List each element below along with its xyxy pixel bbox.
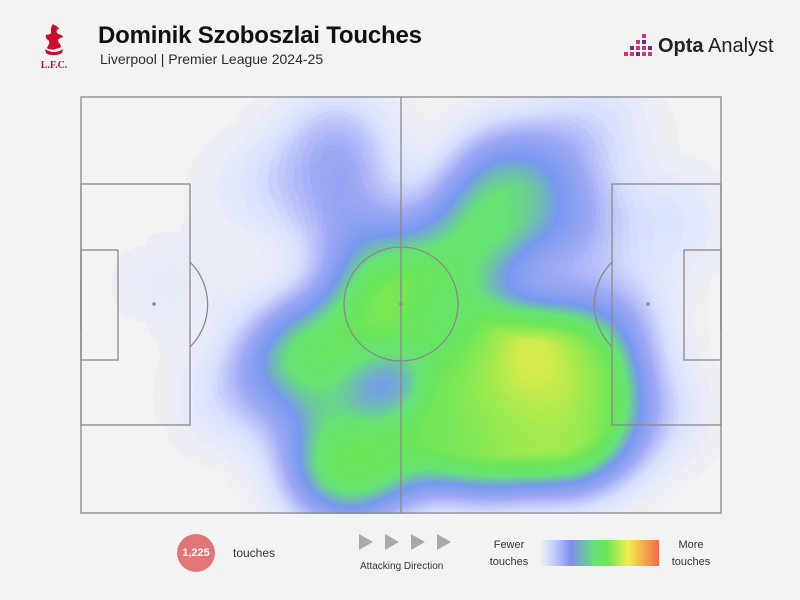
heat-hotspot <box>554 279 659 373</box>
attacking-direction-arrows-icon <box>359 534 451 550</box>
heat-hotspot <box>387 377 505 483</box>
left-penalty-spot <box>152 302 156 306</box>
heat-hotspot <box>596 366 694 453</box>
chart-subtitle: Liverpool | Premier League 2024-25 <box>100 51 324 67</box>
scale-low-label: Fewer touches <box>486 537 532 571</box>
left-penalty-arc <box>189 261 209 348</box>
brand-light: Analyst <box>703 34 774 57</box>
heat-hotspot <box>398 277 506 374</box>
heat-hotspot <box>252 302 370 408</box>
right-penalty-spot <box>646 302 650 306</box>
attacking-direction-label: Attacking Direction <box>360 561 444 572</box>
scale-high-line1: More <box>678 539 704 551</box>
touch-count-badge: 1,225 <box>177 534 215 572</box>
right-penalty-arc <box>593 261 613 348</box>
heat-hotspot <box>289 409 411 514</box>
lfc-logo-text: L.F.C. <box>41 60 68 71</box>
heat-hotspot <box>509 174 614 268</box>
heat-hotspot <box>546 96 641 172</box>
pitch-heatmap <box>80 96 722 514</box>
touch-count-label: touches <box>233 546 276 560</box>
heat-hotspot <box>125 244 214 324</box>
heat-scale-bar <box>540 540 659 566</box>
opta-analyst-logo: Opta Analyst <box>622 32 774 60</box>
scale-low-line2: touches <box>489 556 529 568</box>
heat-hotspot <box>187 354 281 439</box>
scale-high-label: More touches <box>668 537 714 571</box>
scale-high-line2: touches <box>671 556 711 568</box>
right-goal <box>720 280 722 330</box>
brand-wordmark: Opta Analyst <box>658 35 774 58</box>
legend-footer: 1,225 touches Attacking Direction Fewer … <box>0 530 800 590</box>
scale-low-line1: Fewer <box>493 539 525 551</box>
heat-hotspot <box>624 180 717 263</box>
opta-mark-icon <box>624 34 652 56</box>
centre-spot <box>399 302 403 306</box>
chart-title: Dominik Szoboszlai Touches <box>98 22 422 49</box>
centre-circle <box>343 246 459 362</box>
lfc-crest-logo: L.F.C. <box>41 24 68 71</box>
brand-bold: Opta <box>658 34 704 57</box>
pitch-spots <box>152 302 650 306</box>
heat-hotspot <box>286 101 387 192</box>
left-goal <box>80 280 82 330</box>
heat-hotspot <box>213 146 306 230</box>
heat-hotspot <box>299 176 400 267</box>
